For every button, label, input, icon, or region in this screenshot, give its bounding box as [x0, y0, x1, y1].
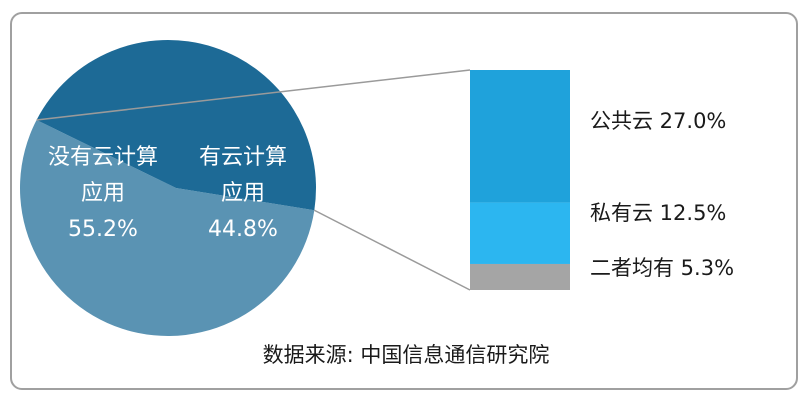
pie-label-0-0: 没有云计算 — [48, 145, 158, 170]
bar-segment-1 — [470, 202, 570, 264]
bar-label-2: 二者均有 5.3% — [590, 256, 734, 280]
pie-label-1-0: 有云计算 — [199, 145, 287, 170]
pie-label-0-1: 应用 — [81, 181, 125, 206]
pie-chart — [20, 39, 316, 337]
bar-segment-2 — [470, 263, 570, 290]
connector-bottom — [313, 209, 471, 291]
bar-segment-0 — [470, 70, 570, 203]
pie-label-1-2: 44.8% — [208, 217, 278, 242]
bar-label-0: 公共云 27.0% — [590, 109, 726, 133]
pie-slice-0 — [20, 119, 315, 337]
connector-lines — [36, 69, 471, 291]
stacked-bar — [470, 70, 570, 290]
pie-label-1-1: 应用 — [221, 181, 265, 206]
source-note: 数据来源: 中国信息通信研究院 — [263, 343, 550, 367]
pie-slice-1 — [36, 39, 316, 211]
pie-label-0-2: 55.2% — [68, 217, 138, 242]
bar-label-1: 私有云 12.5% — [590, 201, 726, 225]
connector-top — [36, 69, 471, 121]
